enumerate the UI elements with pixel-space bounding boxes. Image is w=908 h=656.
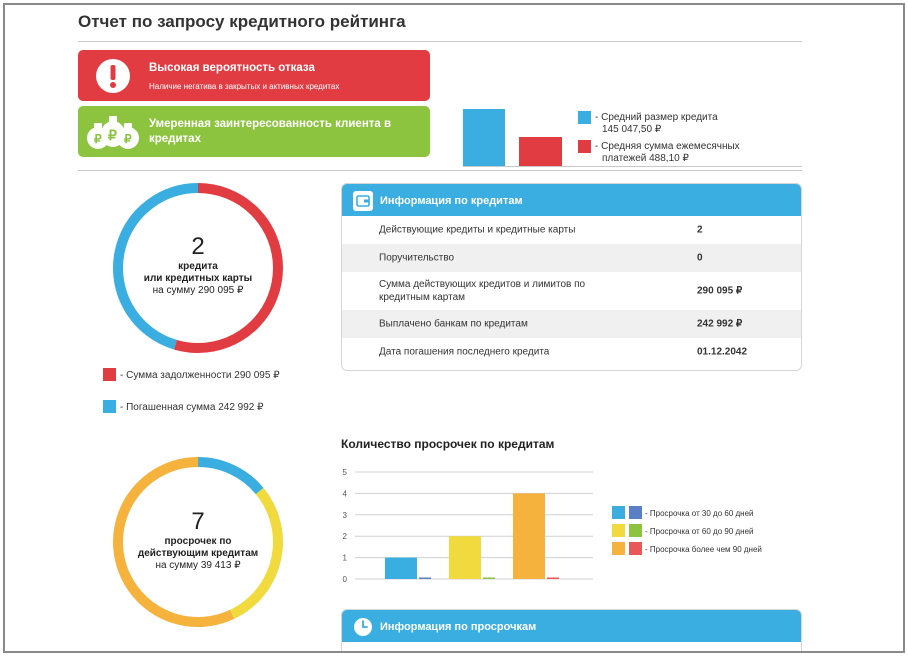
svg-text:₽: ₽	[94, 132, 102, 146]
page-title: Отчет по запросу кредитного рейтинга	[78, 12, 406, 31]
legend-avg-credit-value: 145 047,50 ₽	[602, 124, 662, 135]
legend-overdue-60-90: - Просрочка от 60 до 90 дней	[645, 527, 754, 536]
credit-info-row-active: Действующие кредиты и кредитные карты 2	[342, 216, 801, 244]
legend-swatch-avg-payment	[578, 140, 591, 153]
bar-alt-2-group-2	[483, 577, 495, 579]
legend-swatch-90-plus	[612, 542, 625, 555]
credit-info-panel: Информация по кредитам Действующие креди…	[341, 183, 802, 371]
legend-overdue-90-plus: - Просрочка более чем 90 дней	[645, 545, 762, 554]
overdue-info-panel: Информация по просрочкам	[341, 609, 802, 651]
row-label: Выплачено банкам по кредитам	[379, 318, 528, 330]
y-tick-label: 2	[343, 532, 348, 541]
row-label: Поручительство	[379, 252, 455, 264]
bar-2-group-2	[449, 536, 481, 579]
overdue-donut-chart	[113, 457, 283, 627]
legend-swatch-30-60	[612, 506, 625, 519]
credits-line1: кредита	[178, 261, 218, 272]
row-label: Дата погашения последнего кредита	[379, 346, 550, 358]
y-tick-label: 1	[343, 554, 348, 563]
donut-segment-debt	[113, 183, 283, 353]
row-value: 290 095 ₽	[697, 285, 743, 297]
row-value: 0	[697, 252, 703, 264]
overdue-count: 7	[191, 508, 205, 535]
legend-swatch-debt	[103, 368, 116, 381]
row-value: 01.12.2042	[697, 346, 748, 358]
credits-count: 2	[191, 233, 205, 260]
y-tick-label: 5	[343, 468, 348, 477]
credit-info-header: Информация по кредитам	[342, 184, 801, 216]
legend-swatch-avg-credit	[578, 111, 591, 124]
svg-text:₽: ₽	[108, 127, 117, 143]
overdue-info-header: Информация по просрочкам	[342, 610, 801, 642]
legend-swatch-30-60-alt	[629, 506, 642, 519]
legend-debt-label: - Сумма задолженности 290 095 ₽	[120, 370, 280, 381]
overdue-bar-chart: 0 1 2 3 4 5	[343, 468, 593, 584]
row-value: 2	[697, 224, 703, 236]
credits-line2: или кредитных карты	[143, 273, 253, 284]
credit-info-row-guarantee: Поручительство 0	[342, 244, 801, 272]
wallet-icon	[353, 191, 373, 211]
bar-1-group-1	[385, 557, 417, 579]
alert-refusal-subtitle: Наличие негатива в закрытых и активных к…	[149, 82, 340, 91]
bar-alt-3-group-3	[547, 577, 559, 579]
donut-segment-90-plus	[113, 457, 283, 627]
section-divider	[78, 170, 802, 171]
avg-credit-bar	[463, 109, 505, 166]
alert-interest: ₽ ₽ ₽ Умеренная заинтересованность клиен…	[78, 106, 430, 157]
chart-y-ticks: 0 1 2 3 4 5	[343, 468, 348, 584]
legend-swatch-60-90	[612, 524, 625, 537]
y-tick-label: 0	[343, 575, 348, 584]
credits-donut-chart	[112, 183, 283, 353]
legend-swatch-60-90-alt	[629, 524, 642, 537]
overdue-line3: на сумму 39 413 ₽	[155, 560, 241, 571]
svg-text:₽: ₽	[124, 132, 132, 146]
overdue-line1: просрочек по	[164, 536, 232, 547]
row-label: Сумма действующих кредитов и лимитов по …	[379, 279, 586, 303]
bar-alt-1-group-1	[419, 577, 431, 579]
row-value: 242 992 ₽	[697, 318, 743, 330]
legend-avg-credit-label: - Средний размер кредита	[595, 112, 718, 123]
legend-avg-payment-label: - Средняя сумма ежемесячных	[595, 141, 740, 152]
legend-paid-label: - Погашенная сумма 242 992 ₽	[120, 402, 264, 413]
y-tick-label: 4	[343, 489, 348, 498]
alert-refusal: Высокая вероятность отказа Наличие негат…	[78, 50, 430, 101]
clock-icon	[354, 618, 372, 636]
overdue-chart-title: Количество просрочек по кредитам	[341, 437, 555, 451]
alert-interest-title: Умеренная заинтересованность клиента в к…	[149, 118, 392, 145]
credit-info-row-last-date: Дата погашения последнего кредита 01.12.…	[342, 338, 801, 366]
overdue-line2: действующим кредитам	[137, 548, 259, 559]
legend-swatch-paid	[103, 400, 116, 413]
report-frame: Отчет по запросу кредитного рейтинга Выс…	[3, 3, 905, 653]
credit-info-title: Информация по кредитам	[380, 195, 523, 207]
overdue-donut-label: 7 просрочек по действующим кредитам на с…	[118, 508, 278, 572]
overdue-info-title: Информация по просрочкам	[380, 621, 537, 633]
credits-donut-label: 2 кредита или кредитных карты на сумму 2…	[118, 233, 278, 297]
mini-chart-baseline	[463, 166, 802, 167]
money-bags-icon: ₽ ₽ ₽	[87, 116, 139, 149]
avg-payment-bar	[519, 137, 562, 166]
legend-overdue-30-60: - Просрочка от 30 до 60 дней	[645, 509, 754, 518]
credits-line3: на сумму 290 095 ₽	[152, 285, 244, 296]
y-tick-label: 3	[343, 511, 348, 520]
exclamation-icon	[96, 59, 130, 93]
credit-info-row-total: Сумма действующих кредитов и лимитов по …	[342, 272, 801, 310]
legend-avg-payment-value: платежей 488,10 ₽	[602, 153, 689, 164]
legend-swatch-90-plus-alt	[629, 542, 642, 555]
bar-3-group-3	[513, 493, 545, 579]
alert-refusal-title: Высокая вероятность отказа	[149, 62, 315, 74]
row-label: Действующие кредиты и кредитные карты	[379, 224, 576, 236]
overdue-donut-segments	[113, 457, 283, 627]
title-divider	[78, 41, 802, 42]
credit-info-row-paid: Выплачено банкам по кредитам 242 992 ₽	[342, 310, 801, 338]
chart-bars	[385, 493, 559, 579]
